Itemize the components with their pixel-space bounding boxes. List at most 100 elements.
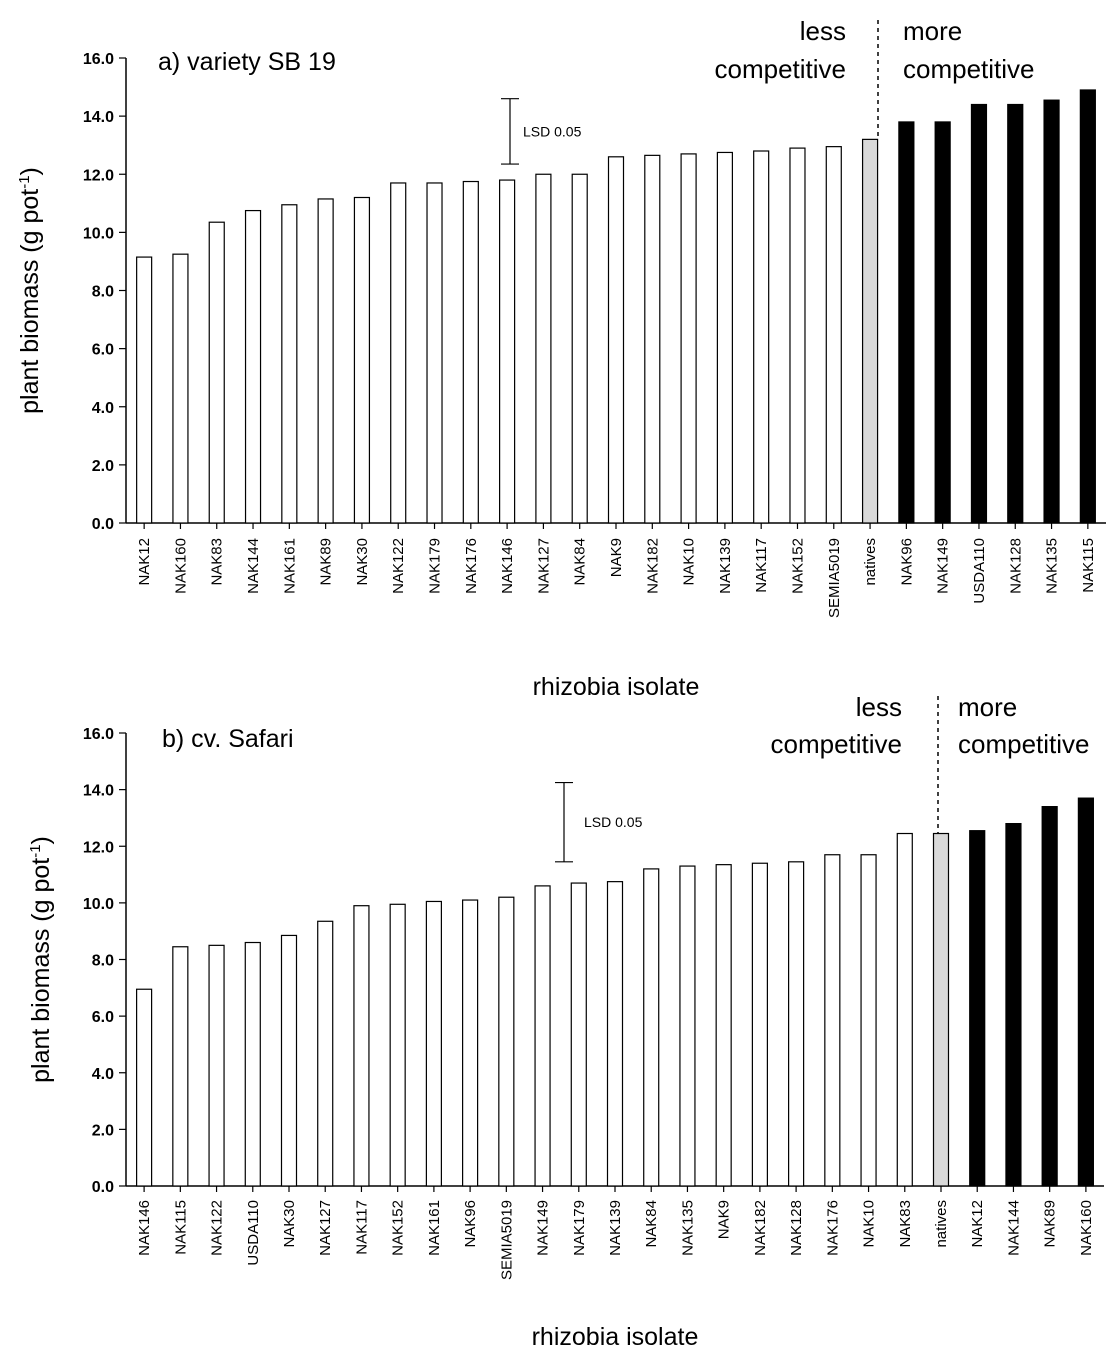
y-tick-label: 14.0 — [83, 783, 114, 800]
panel-title: b) cv. Safari — [162, 725, 294, 753]
x-tick-label: NAK122 — [390, 538, 407, 594]
chart-panel-a: 0.0 2.0 4.0 6.0 8.0 10.0 12.0 14.0 16.0 NAK12 NAK1… — [16, 16, 1106, 701]
x-tick-label: NAK139 — [717, 538, 734, 594]
x-tick-label: NAK161 — [281, 538, 298, 594]
x-tick-label: NAK146 — [499, 538, 516, 594]
bar — [934, 121, 951, 524]
y-tick-label: 16.0 — [83, 51, 114, 68]
x-tick-label: NAK83 — [209, 538, 226, 586]
more-competitive-label: competitive — [903, 54, 1035, 84]
bar — [353, 196, 371, 524]
x-tick-label: NAK9 — [608, 538, 625, 577]
bar — [1007, 103, 1024, 524]
bar — [390, 182, 407, 524]
bar — [643, 868, 660, 1187]
bar — [824, 854, 841, 1187]
bar — [751, 862, 768, 1187]
x-tick-label: NAK149 — [535, 1200, 552, 1256]
bar — [898, 121, 915, 524]
bar — [1005, 822, 1022, 1187]
bar — [896, 832, 913, 1187]
x-axis-label: rhizobia isolate — [532, 1323, 699, 1351]
bar — [789, 147, 806, 524]
bar — [535, 173, 552, 524]
x-tick-label: NAK30 — [281, 1200, 298, 1248]
bar — [969, 830, 986, 1187]
x-tick-label: NAK83 — [897, 1200, 914, 1248]
x-tick-label: natives — [933, 1200, 950, 1248]
x-tick-label: SEMIA5019 — [498, 1200, 515, 1280]
x-tick-label: NAK10 — [861, 1200, 878, 1248]
y-tick-label: 0.0 — [92, 516, 114, 533]
x-tick-label: NAK96 — [462, 1200, 479, 1248]
x-tick-label: SEMIA5019 — [826, 538, 843, 618]
x-tick-label: NAK144 — [1005, 1200, 1022, 1256]
y-tick-label: 14.0 — [83, 109, 114, 126]
x-tick-label: NAK182 — [752, 1200, 769, 1256]
x-tick-label: NAK122 — [209, 1200, 226, 1256]
x-tick-label: NAK84 — [572, 538, 589, 586]
bar — [498, 896, 515, 1187]
x-tick-label: NAK139 — [607, 1200, 624, 1256]
bar — [534, 885, 551, 1187]
more-competitive-label: more — [958, 692, 1017, 722]
x-tick-label: NAK176 — [824, 1200, 841, 1256]
bar — [353, 905, 370, 1187]
more-competitive-label: more — [903, 16, 962, 46]
bar — [680, 153, 697, 524]
x-tick-label: NAK182 — [644, 538, 661, 594]
x-tick-label: NAK115 — [1080, 538, 1097, 593]
bar — [208, 221, 225, 524]
x-tick-label: NAK96 — [898, 538, 915, 586]
x-tick-label: NAK146 — [136, 1200, 153, 1256]
less-competitive-label: less — [856, 692, 902, 722]
x-axis-label: rhizobia isolate — [533, 673, 700, 701]
bar — [426, 182, 443, 524]
lsd-label: LSD 0.05 — [584, 814, 643, 830]
bar — [281, 204, 298, 524]
bar — [244, 209, 262, 524]
bar — [172, 946, 189, 1187]
bar — [679, 865, 696, 1187]
bar — [1041, 806, 1058, 1187]
y-tick-label: 10.0 — [83, 896, 114, 913]
less-competitive-label: competitive — [715, 54, 847, 84]
x-tick-label: NAK10 — [681, 538, 698, 586]
bar — [172, 253, 189, 524]
y-tick-label: 0.0 — [92, 1179, 114, 1196]
x-tick-label: NAK128 — [788, 1200, 805, 1256]
y-tick-label: 6.0 — [92, 342, 114, 359]
bar — [1043, 99, 1060, 524]
x-tick-label: USDA110 — [971, 538, 988, 604]
x-tick-label: NAK117 — [353, 1200, 370, 1255]
bar — [606, 881, 624, 1187]
x-tick-label: NAK89 — [1042, 1200, 1059, 1248]
x-tick-label: NAK152 — [789, 538, 806, 594]
bar — [716, 151, 733, 524]
y-tick-label: 6.0 — [92, 1009, 114, 1026]
x-tick-label: NAK149 — [935, 538, 952, 594]
bar — [607, 156, 625, 524]
bar — [244, 941, 261, 1187]
bar — [462, 899, 479, 1187]
x-tick-label: NAK135 — [1044, 538, 1061, 594]
x-tick-label: NAK161 — [426, 1200, 443, 1256]
bar — [317, 198, 334, 524]
x-tick-label: NAK179 — [571, 1200, 588, 1256]
bar — [825, 146, 842, 524]
panel-title: a) variety SB 19 — [158, 48, 336, 76]
bar — [861, 138, 879, 524]
bar — [462, 180, 479, 524]
y-tick-label: 2.0 — [92, 1122, 114, 1139]
bar — [136, 256, 153, 524]
y-tick-label: 12.0 — [83, 167, 114, 184]
x-tick-label: NAK127 — [535, 538, 552, 594]
y-tick-label: 8.0 — [92, 953, 114, 970]
x-tick-label: NAK176 — [463, 538, 480, 594]
bar — [425, 900, 442, 1187]
x-tick-label: NAK179 — [427, 538, 444, 594]
x-tick-label: USDA110 — [245, 1200, 262, 1266]
bar — [208, 944, 225, 1187]
x-tick-label: NAK12 — [969, 1200, 986, 1248]
